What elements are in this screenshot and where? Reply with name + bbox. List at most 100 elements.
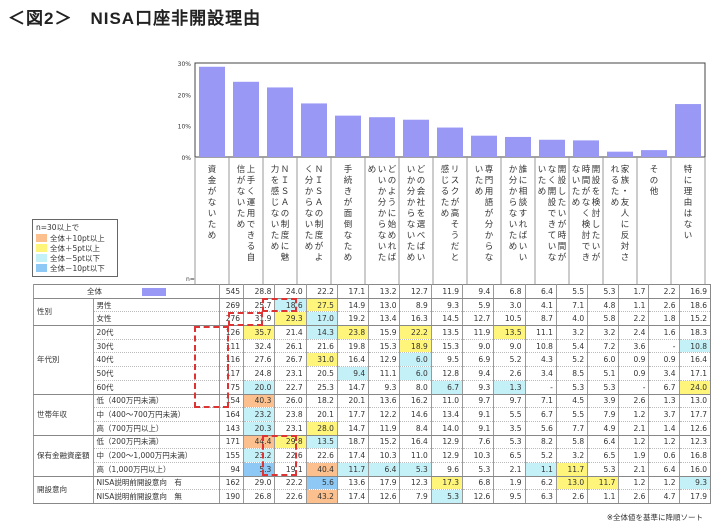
row-label: 男性 [92, 298, 220, 313]
table-row: 全体 545 28.8 24.0 22.2 17.1 13.2 12.7 11.9 9.4 6.8 6… [32, 284, 711, 299]
svg-text:う: う [451, 231, 460, 241]
value-cell: 1.9 [618, 448, 649, 463]
svg-text:い: い [417, 253, 426, 263]
svg-text:る: る [611, 176, 620, 186]
value-cell: 13.0 [555, 476, 588, 491]
value-cell: 7.1 [524, 394, 557, 409]
n-cell: 111 [219, 339, 244, 354]
value-cell: - [618, 380, 649, 395]
value-cell: 26.1 [274, 339, 307, 354]
svg-text:が: が [208, 186, 217, 197]
svg-text:間: 間 [582, 176, 591, 186]
svg-text:た: た [407, 242, 416, 252]
svg-text:く: く [247, 187, 256, 197]
svg-text:し: し [592, 220, 601, 230]
svg-text:用: 用 [247, 209, 256, 219]
value-cell: 11.0 [399, 448, 432, 463]
value-cell: 1.3 [493, 380, 526, 395]
value-cell: 7.6 [462, 435, 494, 450]
value-cell: 4.1 [524, 298, 557, 313]
value-cell: 9.4 [462, 366, 494, 381]
value-cell: 1.2 [618, 407, 649, 422]
value-cell: 1.2 [648, 435, 679, 450]
value-cell: 13.5 [305, 435, 338, 450]
bar [573, 140, 599, 157]
legend: n=30以上で 全体＋10pt以上 全体＋5pt以上 全体－5pt以下 全体－10pt… [32, 219, 118, 277]
row-label: NISA説明前開設意向 無 [92, 489, 220, 504]
value-cell: 2.4 [618, 325, 649, 340]
value-cell: 4.3 [524, 352, 557, 368]
svg-text:時: 時 [582, 165, 591, 175]
value-cell: 27.6 [243, 352, 275, 368]
value-cell: 5.6 [305, 476, 338, 491]
svg-text:時: 時 [558, 231, 567, 241]
n-label: n= [186, 276, 195, 283]
svg-text:が: が [344, 197, 353, 208]
svg-text:な: な [407, 220, 416, 230]
svg-text:い: い [271, 220, 280, 230]
value-cell: 7.9 [587, 407, 619, 422]
value-cell: - [648, 339, 679, 354]
value-cell: 22.2 [274, 476, 307, 491]
svg-text:魅: 魅 [281, 252, 290, 263]
svg-text:族: 族 [621, 175, 630, 186]
group-label: 世帯年収 [33, 394, 93, 436]
value-cell: 14.5 [430, 311, 463, 327]
value-cell: 2.2 [618, 311, 649, 327]
highlight-box [194, 325, 229, 408]
value-cell: 12.8 [430, 366, 463, 381]
value-cell: 15.9 [368, 325, 400, 340]
bar [675, 104, 701, 157]
svg-text:が: が [485, 208, 494, 219]
legend-swatch [36, 254, 47, 262]
value-cell: 12.6 [462, 489, 494, 504]
value-cell: 25.3 [305, 380, 338, 395]
bar [301, 103, 327, 157]
svg-text:ど: ど [417, 165, 426, 175]
value-cell: 26.7 [274, 352, 307, 368]
svg-text:め: め [344, 253, 353, 263]
svg-text:続: 続 [344, 175, 353, 186]
value-cell: 4.5 [555, 394, 588, 409]
svg-text:ば: ば [519, 231, 528, 241]
value-cell: 44.4 [243, 435, 275, 450]
svg-text:設: 設 [548, 197, 557, 208]
table-row: 保有金融資産額 低（200万円未満） 171 44.4 29.8 13.5 18.7 15.2… [33, 435, 711, 477]
bar [539, 139, 565, 157]
value-cell: 1.2 [618, 435, 649, 450]
value-cell: 15.2 [678, 311, 711, 327]
svg-text:か: か [378, 187, 387, 197]
value-cell: 6.8 [462, 476, 494, 491]
value-cell: 6.4 [524, 284, 557, 299]
legend-label: 全体＋10pt以上 [50, 233, 105, 243]
value-cell: 6.0 [587, 352, 619, 368]
svg-text:金: 金 [208, 175, 217, 186]
value-cell: 13.6 [336, 476, 369, 491]
table-row: 高（1,000万円以上） 94 5.3 19.1 40.4 11.7 6.4 5.3 9.6 5.… [34, 462, 711, 477]
value-cell: 8.2 [524, 435, 557, 450]
value-cell: 0.9 [648, 352, 679, 368]
legend-item: 全体＋10pt以上 [36, 233, 114, 243]
row-label: 低（200万円未満） [92, 435, 220, 450]
svg-text:か: か [407, 198, 416, 208]
svg-text:が: が [237, 175, 246, 186]
svg-text:Ｓ: Ｓ [281, 187, 290, 197]
svg-text:か: か [305, 187, 314, 197]
svg-text:を: を [417, 209, 426, 219]
svg-text:ら: ら [485, 242, 494, 252]
value-cell: 22.6 [274, 489, 307, 504]
value-cell: 21.6 [305, 339, 338, 354]
value-cell: 3.6 [618, 339, 649, 354]
value-cell: 5.1 [587, 366, 619, 381]
value-cell: 5.3 [243, 462, 275, 477]
svg-text:の: の [417, 176, 426, 186]
value-cell: 13.5 [493, 325, 526, 340]
value-cell: 10.8 [524, 339, 557, 354]
svg-text:討: 討 [592, 208, 601, 219]
svg-text:な: な [509, 209, 518, 219]
value-cell: 5.3 [587, 380, 619, 395]
value-cell: 17.9 [368, 476, 400, 491]
svg-text:た: た [475, 176, 484, 186]
value-cell: 17.3 [430, 476, 463, 491]
